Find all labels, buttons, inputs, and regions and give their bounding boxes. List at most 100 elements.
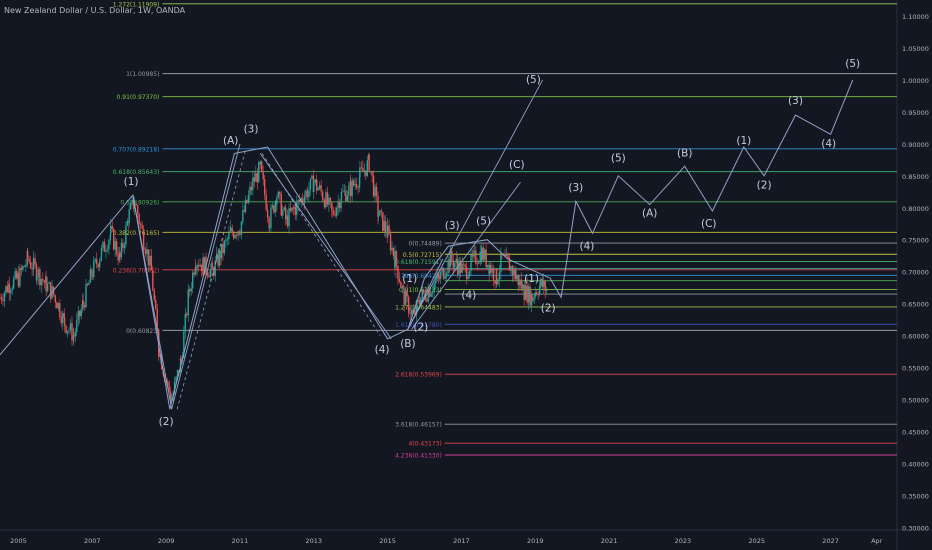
candle-body bbox=[234, 235, 236, 239]
candle-body bbox=[418, 299, 421, 304]
candle-body bbox=[492, 267, 495, 281]
candle-body bbox=[119, 252, 121, 258]
candle-body bbox=[346, 195, 349, 201]
candle-body bbox=[109, 234, 112, 241]
candle-body bbox=[328, 197, 330, 205]
candle-body bbox=[338, 201, 341, 209]
candle-body bbox=[19, 267, 21, 287]
candle-body bbox=[447, 259, 449, 273]
candle-body bbox=[190, 288, 192, 292]
candle-body bbox=[194, 266, 197, 269]
candle-body bbox=[100, 247, 103, 257]
candle-body bbox=[63, 313, 65, 318]
candle-body bbox=[115, 241, 118, 255]
x-tick-label: Apr bbox=[871, 537, 883, 545]
candle-body bbox=[229, 230, 232, 233]
fib-level-label: 1(1.00985) bbox=[126, 71, 159, 78]
candle-body bbox=[516, 274, 518, 279]
candle-body bbox=[420, 297, 422, 305]
y-tick-label: 0.45000 bbox=[902, 429, 929, 437]
y-tick-label: 1.00000 bbox=[902, 77, 929, 85]
candle-body bbox=[71, 323, 73, 341]
candle-body bbox=[247, 194, 250, 203]
candle-body bbox=[377, 196, 379, 217]
fib-level-label: 0.618(0.71591) bbox=[395, 259, 442, 266]
candle-body bbox=[158, 353, 160, 357]
candle-body bbox=[261, 161, 263, 172]
candle-body bbox=[15, 271, 18, 279]
candle-body bbox=[534, 292, 536, 297]
candle-body bbox=[462, 263, 465, 265]
candle-body bbox=[513, 269, 515, 275]
x-tick-label: 2007 bbox=[84, 537, 101, 545]
candle-body bbox=[206, 272, 209, 276]
fib-level-label: 0.236(0.70302) bbox=[113, 267, 160, 274]
candle-body bbox=[69, 323, 72, 331]
candle-body bbox=[316, 179, 318, 191]
candle-body bbox=[73, 335, 75, 337]
candle-body bbox=[285, 215, 287, 220]
candle-body bbox=[331, 210, 333, 211]
candle-body bbox=[365, 170, 367, 176]
candle-body bbox=[517, 274, 519, 286]
candle-body bbox=[500, 253, 502, 273]
candle-body bbox=[332, 210, 335, 214]
candle-body bbox=[322, 199, 324, 201]
candle-body bbox=[481, 247, 483, 262]
candle-body bbox=[187, 289, 189, 316]
candle-body bbox=[533, 296, 536, 298]
candle-body bbox=[60, 317, 62, 324]
candle-body bbox=[476, 263, 478, 265]
wave-label: (B) bbox=[400, 338, 415, 350]
wave-label: (C) bbox=[509, 159, 525, 171]
candle-body bbox=[265, 194, 267, 210]
candle-body bbox=[105, 250, 107, 252]
candle-body bbox=[62, 313, 64, 324]
candle-body bbox=[532, 297, 534, 301]
candle-body bbox=[129, 203, 132, 210]
candle-body bbox=[22, 265, 24, 270]
candle-body bbox=[91, 275, 93, 277]
candle-body bbox=[77, 310, 79, 320]
candle-body bbox=[497, 279, 499, 285]
wave-channel-line bbox=[411, 181, 521, 330]
candle-body bbox=[331, 202, 333, 211]
candle-body bbox=[321, 191, 324, 200]
candle-body bbox=[279, 191, 281, 195]
candle-body bbox=[288, 208, 290, 227]
candle-body bbox=[366, 160, 368, 176]
candle-body bbox=[169, 391, 172, 401]
candle-body bbox=[305, 190, 307, 197]
candle-body bbox=[343, 190, 346, 192]
candle-body bbox=[158, 329, 160, 354]
y-tick-label: 0.70000 bbox=[902, 269, 929, 277]
candle-body bbox=[403, 286, 405, 290]
candle-body bbox=[239, 233, 241, 235]
candle-body bbox=[152, 270, 154, 291]
candle-body bbox=[186, 313, 188, 316]
candle-body bbox=[96, 259, 98, 265]
candle-body bbox=[244, 199, 247, 212]
candle-body bbox=[545, 289, 548, 291]
candle-body bbox=[128, 209, 130, 223]
candle-body bbox=[280, 194, 282, 216]
candle-body bbox=[292, 207, 295, 209]
fib-level-label: 0(0.74489) bbox=[408, 241, 441, 248]
candle-body bbox=[374, 186, 376, 197]
candle-body bbox=[10, 290, 12, 294]
candle-body bbox=[426, 299, 428, 302]
candle-body bbox=[46, 283, 49, 292]
candle-body bbox=[150, 255, 153, 271]
candle-body bbox=[59, 303, 61, 318]
candle-body bbox=[63, 317, 66, 326]
candle-body bbox=[394, 251, 396, 269]
candle-body bbox=[49, 282, 52, 299]
candle-body bbox=[263, 179, 266, 195]
x-tick-label: 2019 bbox=[527, 537, 544, 545]
candle-body bbox=[6, 286, 9, 293]
candle-body bbox=[274, 202, 277, 213]
candle-body bbox=[165, 381, 167, 383]
candle-body bbox=[277, 191, 280, 198]
candle-body bbox=[471, 254, 474, 257]
